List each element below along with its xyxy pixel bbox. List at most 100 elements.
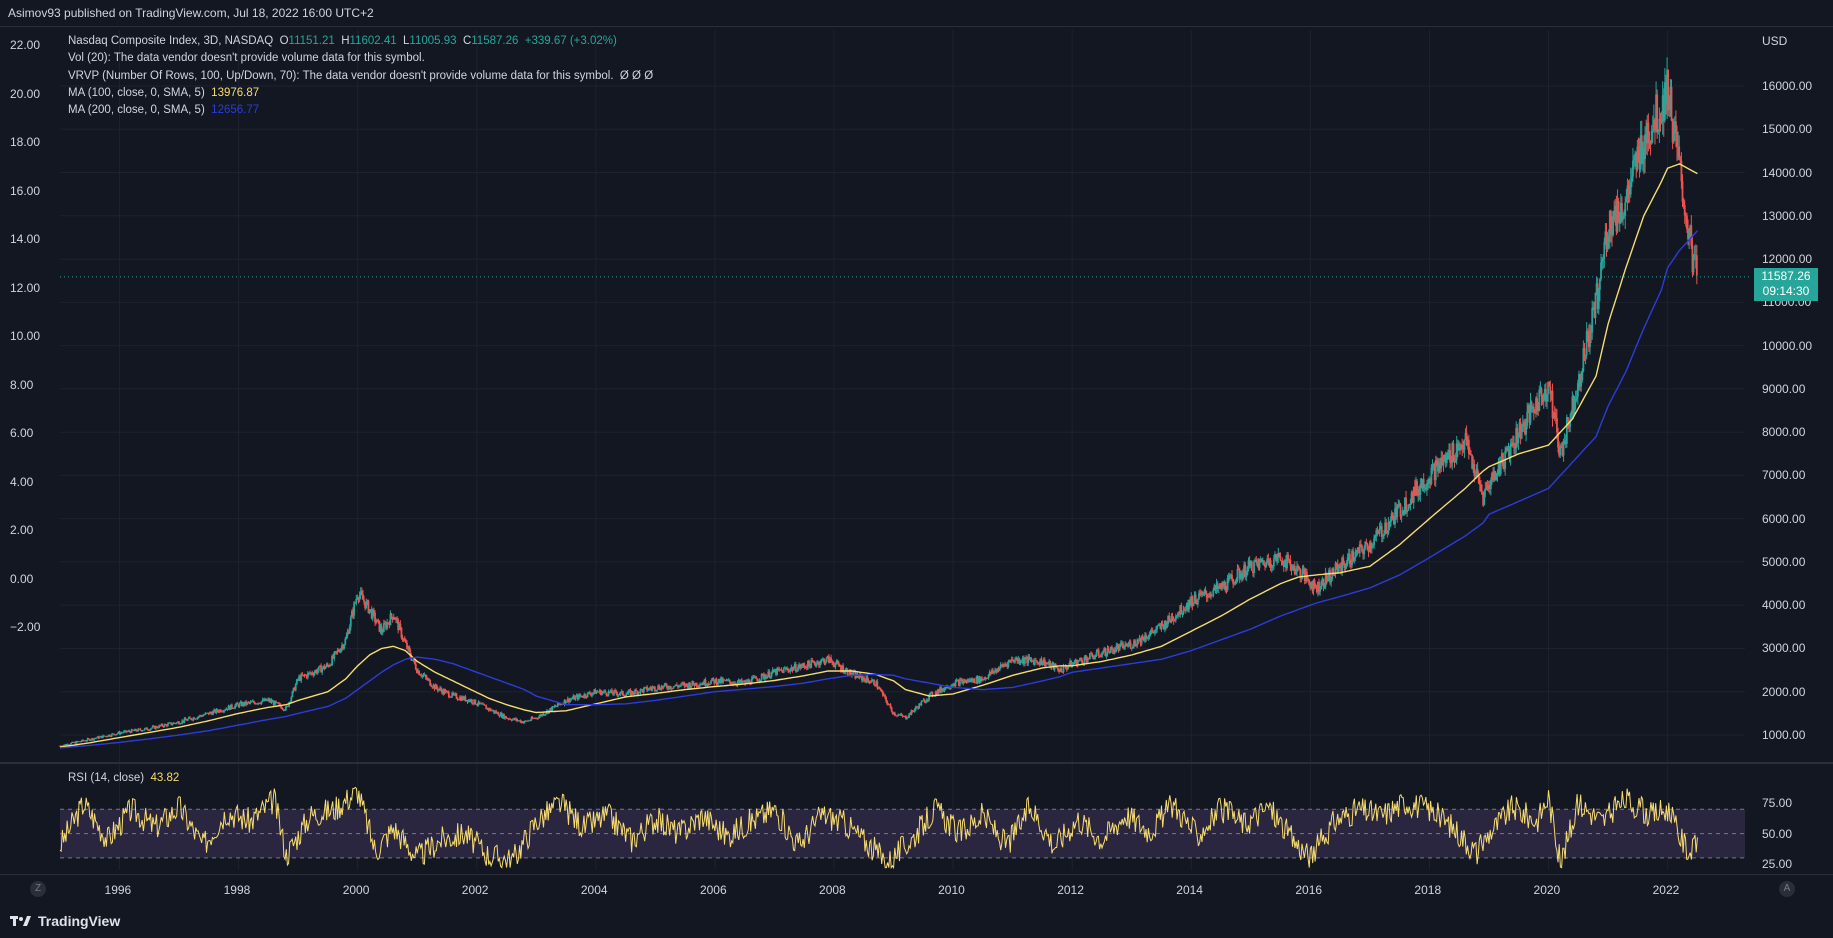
price-axis-tick: 5000.00	[1762, 554, 1806, 569]
candle-body	[223, 710, 226, 712]
candle-body	[98, 736, 101, 739]
candle-body	[824, 661, 827, 664]
candle-body	[1136, 639, 1139, 646]
candle-body	[412, 659, 415, 661]
candle-body	[225, 708, 228, 710]
candle-body	[162, 726, 165, 728]
candle-body	[762, 674, 765, 679]
candle-body	[259, 703, 262, 705]
candle-body	[723, 679, 726, 681]
left-axis-tick: 0.00	[10, 571, 34, 586]
candle-body	[874, 684, 877, 687]
candle-body	[73, 742, 76, 743]
candle-body	[342, 645, 344, 649]
candle-body	[1617, 201, 1620, 218]
candle-body	[377, 619, 380, 621]
left-axis-tick: 12.00	[10, 280, 41, 295]
candle-body	[239, 701, 242, 704]
candle-body	[1256, 562, 1259, 563]
tradingview-logo[interactable]: TradingView	[10, 913, 120, 929]
candle-body	[1106, 648, 1109, 655]
candle-body	[941, 689, 944, 692]
candle-body	[1502, 452, 1504, 467]
candle-body	[1648, 141, 1651, 144]
candle-body	[217, 711, 220, 713]
auto-scale-button[interactable]: A	[1779, 881, 1795, 897]
vol-indicator-row[interactable]: Vol (20): The data vendor doesn't provid…	[68, 52, 425, 65]
candle-body	[775, 669, 777, 675]
candle-body	[1467, 439, 1470, 454]
candle-body	[530, 717, 533, 721]
candle-body	[306, 673, 309, 678]
candle-body	[404, 641, 407, 643]
rsi-legend[interactable]: RSI (14, close) 43.82	[68, 772, 179, 784]
candle-body	[1422, 478, 1425, 489]
vrvp-indicator-row[interactable]: VRVP (Number Of Rows, 100, Up/Down, 70):…	[68, 69, 654, 82]
last-price-tag: 11587.26 09:14:30	[1754, 268, 1818, 301]
candle-body	[707, 683, 710, 685]
candle-body	[271, 701, 274, 703]
candle-body	[1223, 581, 1226, 587]
candle-body	[620, 691, 623, 692]
candle-body	[788, 670, 791, 672]
candle-body	[572, 695, 575, 699]
price-axis[interactable]: USD 16000.00 15000.00 14000.00 13000.00 1200…	[1750, 27, 1833, 903]
candle-body	[1027, 656, 1030, 664]
candle-body	[169, 722, 172, 724]
candle-body	[1491, 473, 1493, 481]
candle-body	[942, 689, 945, 692]
time-axis-tick: 2008	[819, 883, 846, 897]
ma100-indicator-row[interactable]: MA (100, close, 0, SMA, 5) 13976.87	[68, 86, 260, 99]
candle-body	[725, 679, 728, 681]
candle-body	[241, 702, 244, 706]
candle-body	[1337, 565, 1340, 573]
candle-body	[1595, 283, 1598, 293]
candle-body	[488, 708, 491, 711]
candle-body	[1393, 516, 1395, 525]
candle-body	[260, 701, 263, 704]
candle-body	[789, 669, 792, 672]
candle-body	[215, 709, 218, 713]
candle-body	[822, 659, 825, 660]
candle-body	[787, 668, 789, 671]
symbol-row[interactable]: Nasdaq Composite Index, 3D, NASDAQ O1115…	[68, 35, 617, 47]
candle-body	[249, 701, 252, 703]
candle-body	[186, 718, 189, 721]
candle-body	[781, 669, 784, 673]
candle-body	[712, 678, 715, 680]
price-axis-tick: 1000.00	[1762, 728, 1806, 742]
candle-body	[222, 711, 224, 713]
candle-body	[831, 661, 834, 663]
candle-body	[139, 728, 142, 731]
candle-body	[1606, 242, 1609, 250]
candle-body	[1645, 134, 1648, 144]
ma200-indicator-row[interactable]: MA (200, close, 0, SMA, 5) 12656.77	[68, 104, 260, 117]
candle-body	[1265, 562, 1268, 568]
candle-body	[1079, 658, 1081, 661]
candle-body	[539, 714, 542, 717]
candle-body	[1682, 201, 1685, 206]
candle-body	[415, 669, 418, 673]
candle-body	[550, 708, 553, 711]
bar-countdown: 09:14:30	[1762, 284, 1810, 298]
candle-body	[621, 691, 624, 696]
candle-body	[1008, 660, 1011, 662]
candle-body	[1062, 665, 1065, 673]
candle-body	[323, 665, 326, 669]
candle-body	[1506, 447, 1509, 451]
candle-body	[623, 695, 625, 696]
left-axis-tick: 20.00	[10, 86, 41, 101]
time-axis[interactable]: 1996 1998 2000 2002 2004 2006 2008 2010 2012 2014…	[0, 874, 1833, 905]
candle-body	[1623, 215, 1626, 217]
timezone-button[interactable]: Z	[30, 881, 46, 897]
candle-body	[1627, 185, 1630, 190]
candle-body	[1650, 130, 1653, 144]
candle-body	[1005, 664, 1008, 665]
candle-body	[1306, 572, 1308, 579]
candle-body	[1046, 662, 1048, 664]
candle-body	[884, 694, 886, 698]
candle-body	[1528, 405, 1531, 423]
candle-body	[1226, 578, 1229, 590]
candle-body	[1419, 483, 1422, 496]
